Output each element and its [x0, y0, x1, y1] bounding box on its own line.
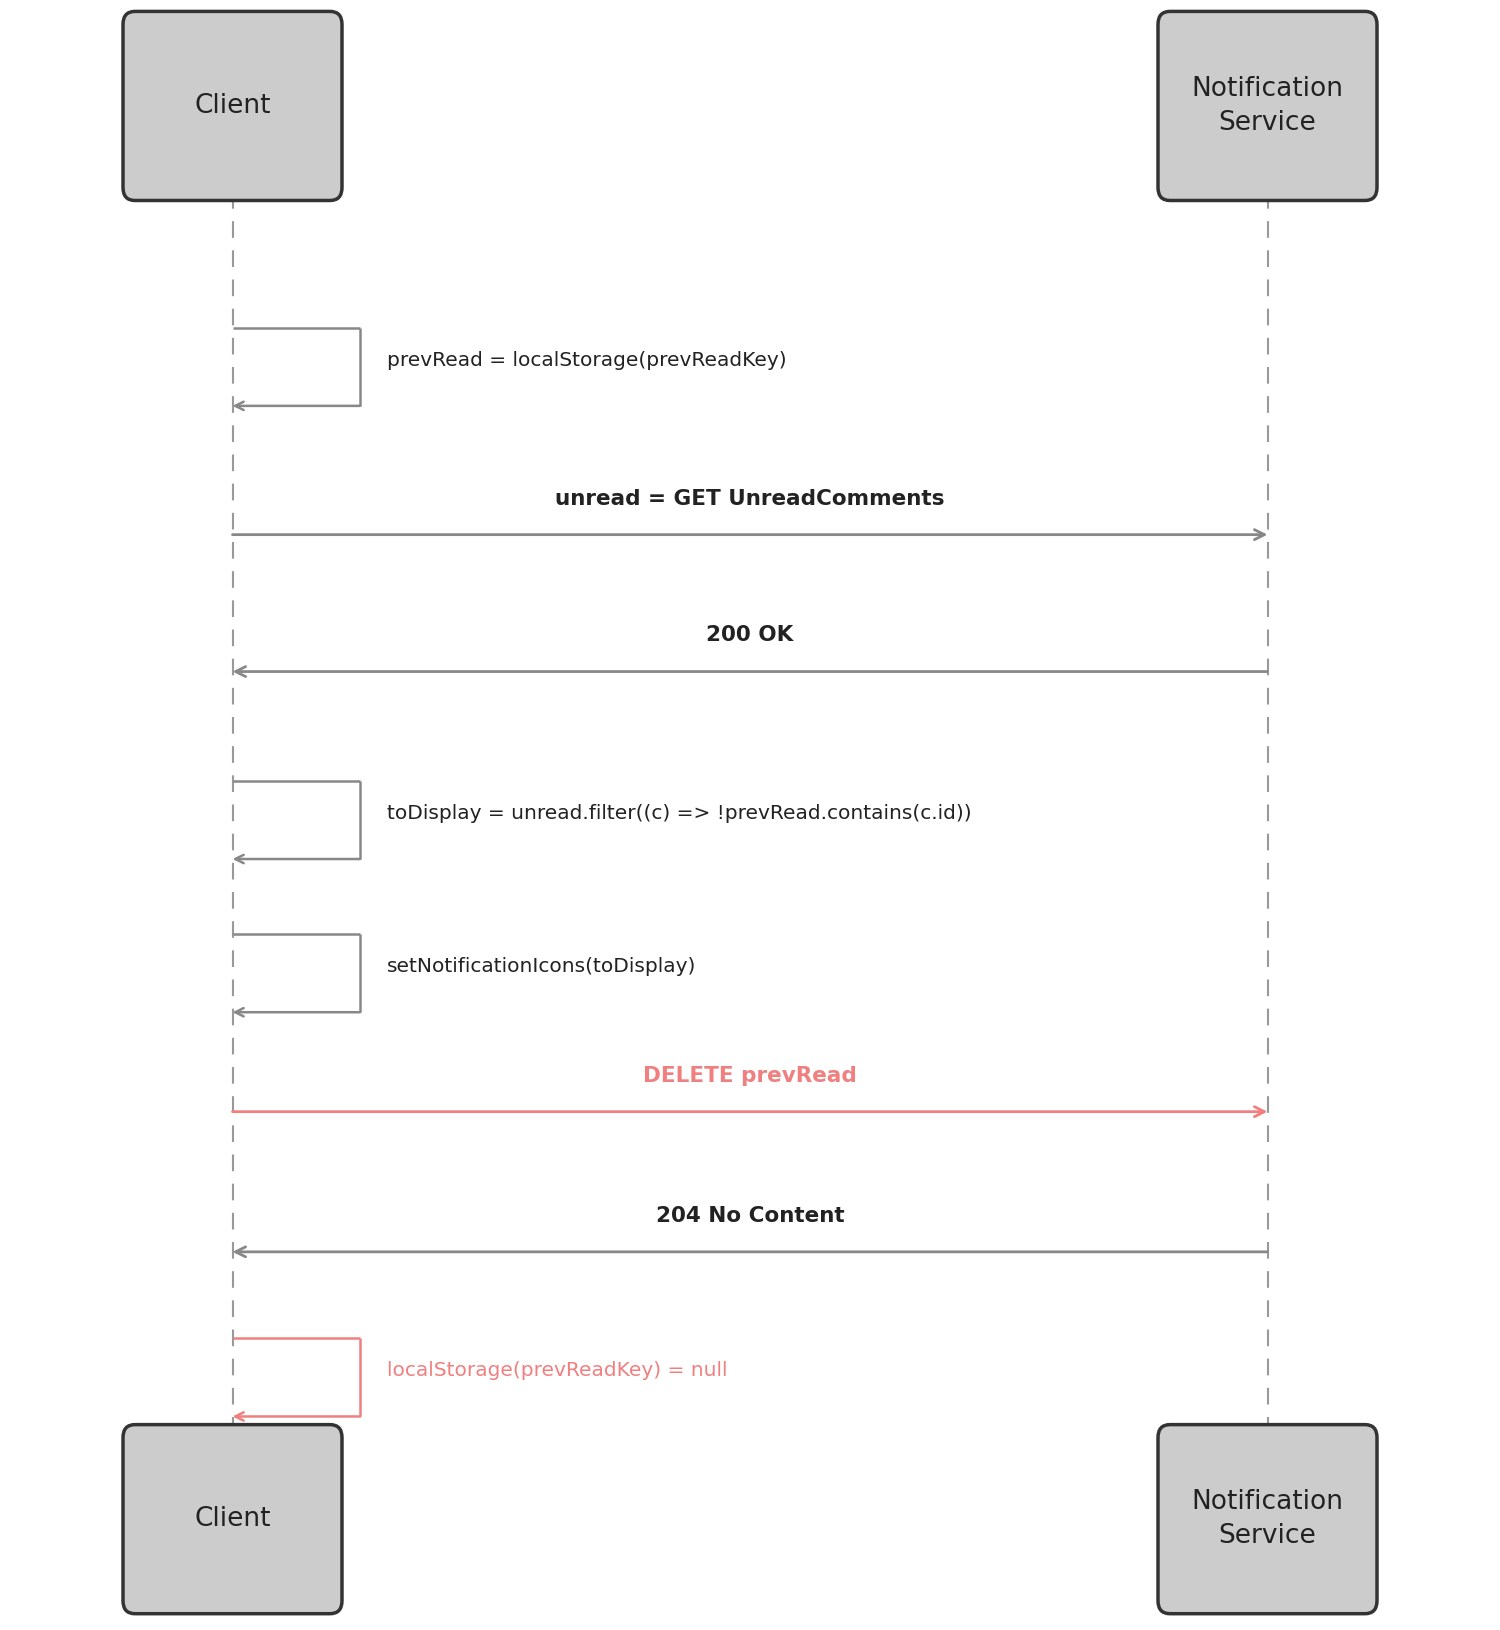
Text: Notification
Service: Notification Service: [1191, 1490, 1344, 1548]
FancyBboxPatch shape: [123, 1425, 342, 1614]
Text: localStorage(prevReadKey) = null: localStorage(prevReadKey) = null: [387, 1361, 728, 1381]
Text: prevRead = localStorage(prevReadKey): prevRead = localStorage(prevReadKey): [387, 350, 786, 370]
FancyBboxPatch shape: [1158, 1425, 1377, 1614]
FancyBboxPatch shape: [123, 11, 342, 200]
Text: Client: Client: [195, 93, 270, 119]
Text: Client: Client: [195, 1506, 270, 1532]
Text: setNotificationIcons(toDisplay): setNotificationIcons(toDisplay): [387, 957, 696, 976]
Text: 204 No Content: 204 No Content: [656, 1206, 844, 1226]
Text: DELETE prevRead: DELETE prevRead: [644, 1066, 856, 1086]
FancyBboxPatch shape: [1158, 11, 1377, 200]
Text: unread = GET UnreadComments: unread = GET UnreadComments: [555, 489, 945, 509]
Text: toDisplay = unread.filter((c) => !prevRead.contains(c.id)): toDisplay = unread.filter((c) => !prevRe…: [387, 804, 972, 823]
Text: 200 OK: 200 OK: [706, 626, 794, 645]
Text: Notification
Service: Notification Service: [1191, 77, 1344, 135]
